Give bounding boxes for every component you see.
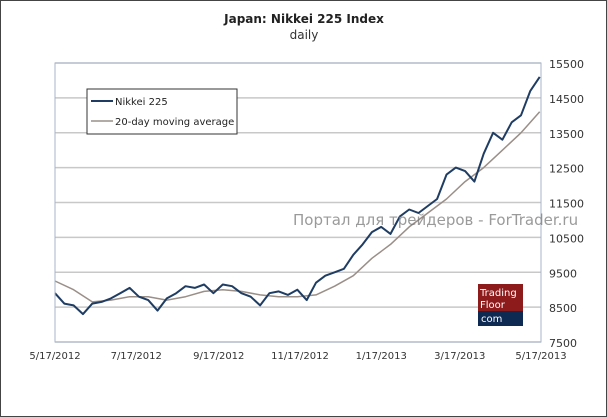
y-tick-label: 10500 (549, 232, 584, 245)
x-tick-label: 3/17/2013 (434, 351, 485, 362)
y-tick-label: 15500 (549, 58, 584, 71)
chart-subtitle: daily (290, 28, 319, 42)
x-tick-label: 1/17/2013 (356, 351, 407, 362)
svg-text:Floor: Floor (480, 300, 506, 311)
legend-label-nikkei: Nikkei 225 (115, 97, 168, 108)
legend: Nikkei 225 20-day moving average (86, 88, 238, 135)
svg-text:Trading: Trading (479, 288, 517, 299)
x-tick-label: 11/17/2012 (271, 351, 329, 362)
chart-title: Japan: Nikkei 225 Index (223, 12, 384, 26)
x-tick-label: 5/17/2012 (29, 351, 80, 362)
plot-border (54, 62, 542, 343)
x-tick-label: 5/17/2013 (515, 351, 566, 362)
y-tick-label: 12500 (549, 163, 584, 176)
watermark-text: Портал для трейдеров - ForTrader.ru (293, 211, 579, 229)
y-tick-label: 9500 (549, 267, 577, 280)
svg-text:com: com (481, 314, 502, 325)
x-tick-label: 7/17/2012 (111, 351, 162, 362)
tradingfloor-logo: Trading Floor com (478, 284, 523, 326)
y-tick-label: 7500 (549, 337, 577, 350)
series-nikkei-225-line (54, 76, 541, 316)
y-tick-label: 13500 (549, 128, 584, 141)
y-tick-label: 11500 (549, 198, 584, 211)
y-tick-label: 8500 (549, 302, 577, 315)
y-tick-label: 14500 (549, 93, 584, 106)
series-moving-average-line (54, 111, 541, 303)
x-tick-label: 9/17/2012 (193, 351, 244, 362)
legend-label-ma: 20-day moving average (115, 117, 234, 128)
